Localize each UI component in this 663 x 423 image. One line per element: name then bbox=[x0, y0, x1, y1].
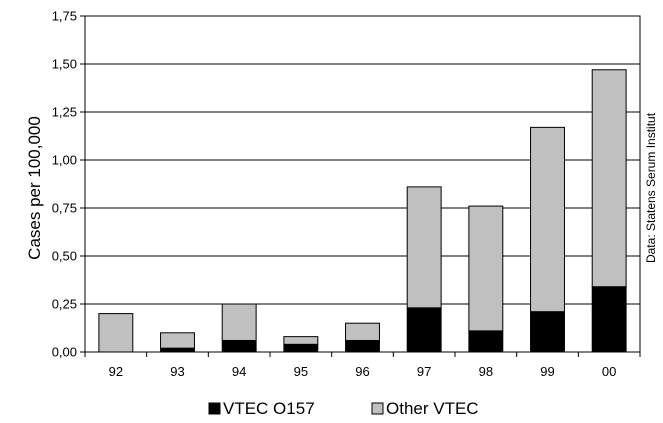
y-axis-title: Cases per 100,000 bbox=[25, 116, 44, 260]
x-tick-label: 95 bbox=[294, 364, 308, 379]
bar-segment-other-vtec-99 bbox=[530, 126, 565, 313]
x-tick-label: 99 bbox=[540, 364, 554, 379]
y-tick-label: 1,00 bbox=[52, 153, 77, 168]
bar-segment-vtec-o157-98 bbox=[468, 330, 504, 353]
x-tick-label: 94 bbox=[232, 364, 246, 379]
x-tick-label: 98 bbox=[479, 364, 493, 379]
y-tick-label: 0,75 bbox=[52, 201, 77, 216]
legend-swatch-other-vtec bbox=[371, 402, 384, 415]
bar-segment-vtec-o157-93 bbox=[160, 347, 195, 353]
y-tick-label: 0,25 bbox=[52, 297, 77, 312]
bar-segment-vtec-o157-99 bbox=[530, 311, 565, 353]
legend-label-vtec-o157: VTEC O157 bbox=[223, 399, 315, 418]
bar-segment-vtec-o157-96 bbox=[345, 339, 380, 353]
bar-segment-vtec-o157-94 bbox=[221, 339, 257, 353]
y-tick-label: 1,50 bbox=[52, 57, 77, 72]
source-note: Data: Statens Serum Institut bbox=[644, 112, 658, 263]
bars bbox=[98, 69, 627, 353]
bar-segment-other-vtec-96 bbox=[345, 322, 380, 341]
bar-segment-other-vtec-94 bbox=[221, 303, 257, 341]
legend-label-other-vtec: Other VTEC bbox=[386, 399, 479, 418]
x-tick-label: 97 bbox=[417, 364, 431, 379]
y-tick-label: 0,00 bbox=[52, 345, 77, 360]
legend-swatch-vtec-o157 bbox=[208, 402, 221, 415]
bar-segment-other-vtec-00 bbox=[591, 69, 627, 288]
legend: VTEC O157 Other VTEC bbox=[208, 399, 479, 418]
x-tick-label: 00 bbox=[602, 364, 616, 379]
bar-segment-other-vtec-97 bbox=[406, 186, 442, 309]
x-tick-label: 92 bbox=[109, 364, 123, 379]
bar-segment-vtec-o157-00 bbox=[591, 286, 627, 353]
plot-frame bbox=[84, 15, 641, 353]
bar-segment-vtec-o157-97 bbox=[406, 307, 442, 353]
bar-segment-other-vtec-98 bbox=[468, 205, 504, 332]
bar-segment-other-vtec-93 bbox=[160, 332, 195, 349]
tick-labels: 0,00 0,25 0,50 0,75 1,00 1,25 1,50 1,75 92 93 94 95… bbox=[52, 9, 617, 380]
x-tick-label: 96 bbox=[355, 364, 369, 379]
bar-segment-vtec-o157-95 bbox=[283, 343, 319, 353]
y-tick-label: 1,25 bbox=[52, 105, 77, 120]
x-tick-label: 93 bbox=[170, 364, 184, 379]
bar-segment-other-vtec-92 bbox=[98, 313, 134, 353]
y-tick-label: 0,50 bbox=[52, 249, 77, 264]
axes bbox=[80, 15, 641, 357]
bar-segment-other-vtec-95 bbox=[283, 336, 319, 345]
y-tick-label: 1,75 bbox=[52, 9, 77, 24]
